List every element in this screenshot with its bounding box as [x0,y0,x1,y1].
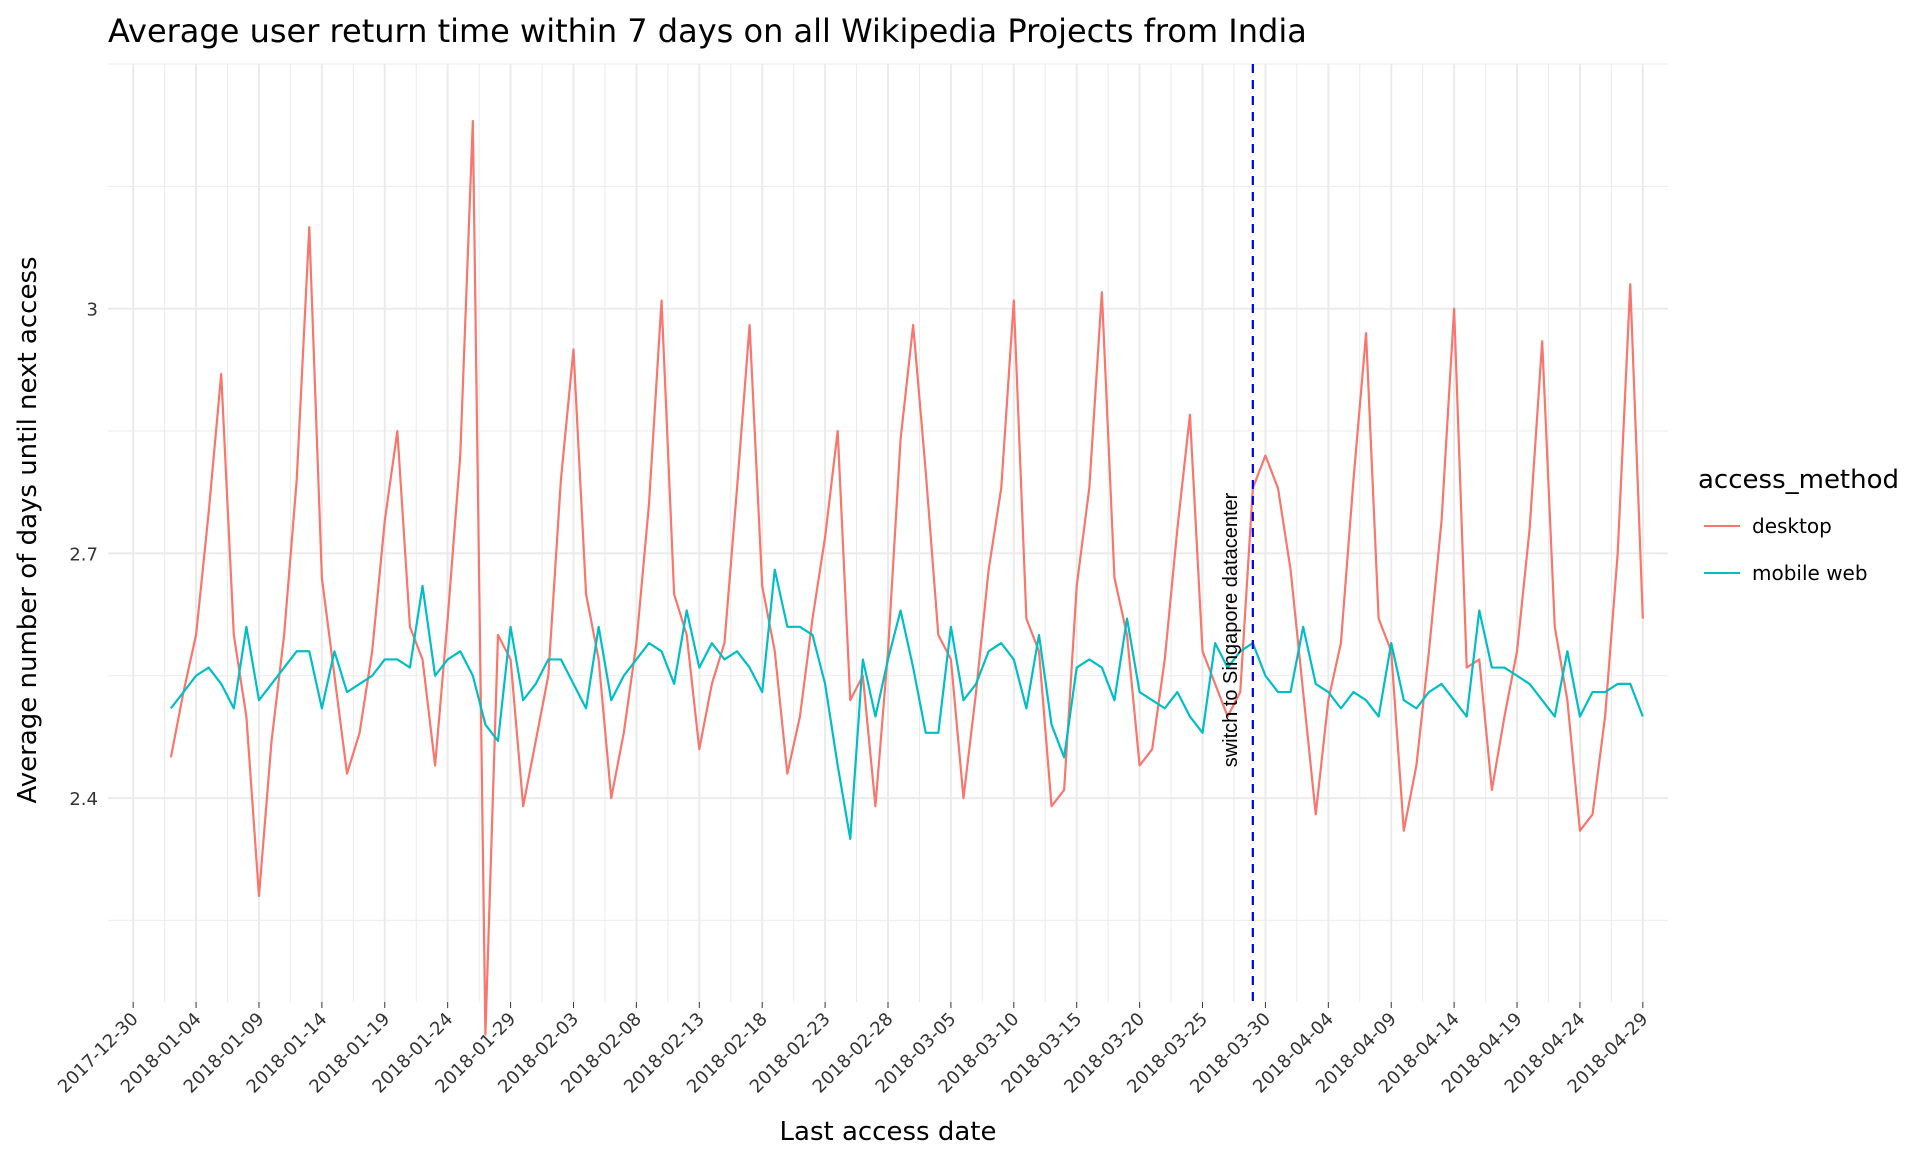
legend: access_method desktop mobile web [1698,465,1899,585]
legend-label-mobile-web: mobile web [1752,561,1868,585]
tick-labels: 2.42.732017-12-302018-01-042018-01-09201… [54,300,1652,1098]
y-tick-label: 2.4 [69,789,98,810]
series-line-desktop [169,119,1644,1036]
legend-label-desktop: desktop [1752,514,1832,538]
chart-title: Average user return time within 7 days o… [108,12,1307,50]
legend-title: access_method [1698,465,1899,495]
annotation-group: switch to Singapore datacenter [1220,64,1254,1002]
y-tick-label: 2.7 [69,544,98,565]
series-line-mobile-web [170,568,1644,840]
grid [108,63,1668,1002]
y-tick-label: 3 [87,300,98,321]
annotation-label: switch to Singapore datacenter [1220,492,1242,767]
x-axis-title: Last access date [780,1117,997,1147]
y-axis-title: Average number of days until next access [13,256,43,803]
plot-area [169,119,1644,1036]
